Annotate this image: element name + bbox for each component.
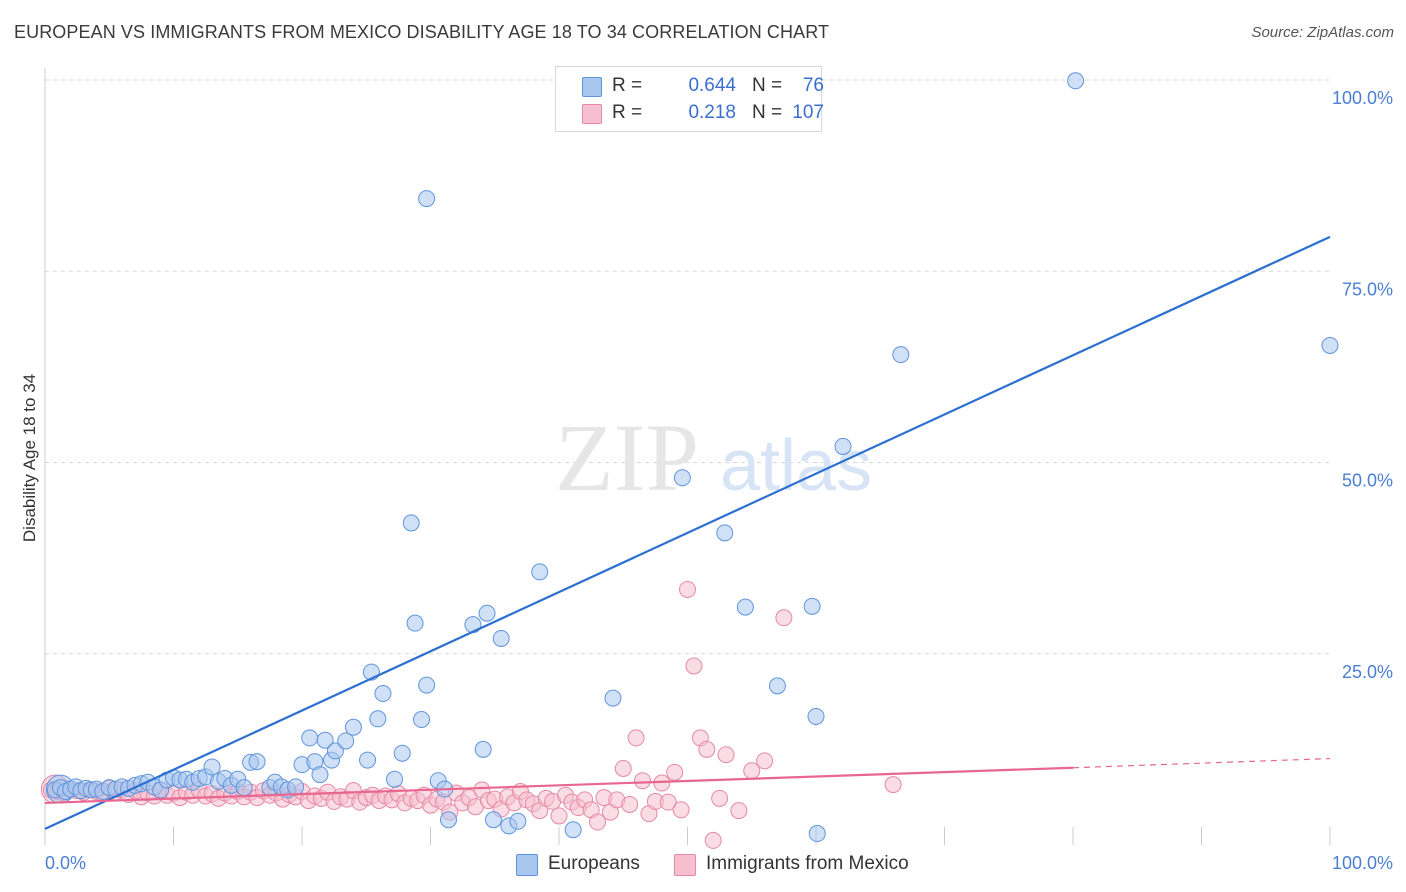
mexico-point xyxy=(756,752,774,770)
watermark-atlas: atlas xyxy=(720,426,872,506)
european-point xyxy=(406,614,424,632)
european-point xyxy=(374,685,392,703)
y-tick-label: 25.0% xyxy=(1342,662,1393,682)
european-point xyxy=(1321,336,1339,354)
legend-label-mexico: Immigrants from Mexico xyxy=(706,853,909,874)
european-point xyxy=(402,514,420,532)
mexico-point xyxy=(679,580,696,598)
trend-lines xyxy=(44,235,1331,830)
european-point xyxy=(203,758,221,776)
european-point xyxy=(492,629,510,647)
mexico-point xyxy=(672,801,690,819)
european-point xyxy=(807,707,825,725)
mexico-point xyxy=(659,793,677,811)
y-tick-label: 100.0% xyxy=(1332,88,1393,108)
correlation-legend: R = 0.644 N = 76 R = 0.218 N = 107 xyxy=(555,66,824,132)
axes xyxy=(44,68,1331,845)
european-point xyxy=(474,740,492,758)
mexico-point xyxy=(627,729,645,747)
european-point xyxy=(716,524,734,542)
european-point xyxy=(1067,72,1085,90)
mexico-point xyxy=(621,795,639,813)
mexico-point xyxy=(685,657,703,675)
legend-r-value: 0.218 xyxy=(688,102,736,123)
european-point xyxy=(248,753,266,771)
legend-n-value: 76 xyxy=(802,75,824,96)
mexico-point xyxy=(634,772,652,790)
legend-r-value: 0.644 xyxy=(688,75,736,96)
chart-title: EUROPEAN VS IMMIGRANTS FROM MEXICO DISAB… xyxy=(14,22,830,42)
y-tick-label: 50.0% xyxy=(1342,471,1393,491)
mexico-point xyxy=(550,807,568,825)
european-point xyxy=(369,710,387,728)
european-point xyxy=(311,766,329,784)
y-axis-label: Disability Age 18 to 34 xyxy=(20,374,39,542)
legend-swatch-pink xyxy=(674,854,696,876)
mexico-point xyxy=(775,609,793,627)
european-point xyxy=(736,598,754,616)
european-point xyxy=(235,779,253,797)
watermark: ZIP atlas xyxy=(555,404,872,511)
mexico-point xyxy=(730,802,748,820)
mexico-point xyxy=(717,746,735,764)
legend-swatch-blue xyxy=(516,854,538,876)
legend-n-label: N = xyxy=(752,102,783,123)
european-point xyxy=(418,190,436,208)
mexico-point xyxy=(614,760,632,777)
legend-label-europeans: Europeans xyxy=(548,853,640,874)
european-point xyxy=(808,825,826,843)
european-points xyxy=(45,72,1339,843)
european-point xyxy=(316,731,334,749)
european-point xyxy=(359,751,377,769)
trend-line-mexico-extension xyxy=(1072,757,1331,769)
european-point xyxy=(803,597,821,615)
source-label: Source: ZipAtlas.com xyxy=(1251,24,1394,41)
mexico-point xyxy=(589,813,607,831)
legend-swatch-pink xyxy=(582,104,602,124)
european-point xyxy=(892,346,910,364)
legend-n-value: 107 xyxy=(792,102,824,123)
european-point xyxy=(287,778,305,796)
european-point xyxy=(337,732,355,750)
watermark-zip: ZIP xyxy=(555,404,699,511)
european-point xyxy=(478,604,496,622)
european-point xyxy=(604,689,622,707)
trend-line-europeans xyxy=(44,235,1331,830)
x-tick-label: 0.0% xyxy=(45,853,86,873)
mexico-point xyxy=(884,776,902,794)
european-point xyxy=(344,718,362,736)
tick-labels: 25.0% 50.0% 75.0% 100.0% 0.0% 100.0% xyxy=(45,88,1393,873)
european-point xyxy=(393,744,411,762)
european-point xyxy=(439,811,457,829)
european-point xyxy=(386,770,404,788)
mexico-point xyxy=(704,831,722,849)
y-tick-label: 75.0% xyxy=(1342,279,1393,299)
european-point xyxy=(834,437,852,455)
x-tick-label: 100.0% xyxy=(1332,853,1393,873)
legend-swatch-blue xyxy=(582,77,602,97)
european-point xyxy=(413,711,431,729)
european-point xyxy=(484,811,502,829)
european-point xyxy=(418,676,436,694)
european-point xyxy=(531,563,549,581)
grid-lines xyxy=(45,79,1330,655)
legend-r-label: R = xyxy=(612,75,643,96)
european-point xyxy=(326,742,344,760)
european-point xyxy=(301,729,319,747)
european-point xyxy=(509,812,527,830)
mexico-point xyxy=(698,740,716,758)
european-point xyxy=(673,469,691,487)
legend-n-label: N = xyxy=(752,75,783,96)
mexico-point xyxy=(666,763,684,781)
european-point xyxy=(768,677,786,695)
trend-line-mexico xyxy=(44,766,1074,805)
mexico-point xyxy=(711,789,729,807)
legend-r-label: R = xyxy=(612,102,643,123)
european-point xyxy=(564,821,582,839)
